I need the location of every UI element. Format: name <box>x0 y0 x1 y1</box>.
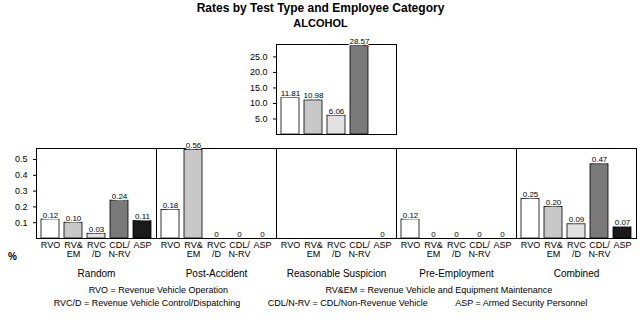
svg-text:Post-Accident: Post-Accident <box>186 268 248 279</box>
svg-text:RVO: RVO <box>161 240 180 250</box>
svg-text:0.47: 0.47 <box>592 155 608 164</box>
svg-text:ASP: ASP <box>613 240 631 250</box>
svg-text:RV&EM: RV&EM <box>544 240 562 259</box>
svg-text:0: 0 <box>237 230 242 239</box>
svg-text:RVO: RVO <box>401 240 420 250</box>
svg-text:RVC/D: RVC/D <box>327 240 346 259</box>
svg-text:15.0: 15.0 <box>250 83 268 93</box>
svg-text:Pre-Employment: Pre-Employment <box>419 268 494 279</box>
svg-text:0: 0 <box>380 230 385 239</box>
html-text:RV&EM = Revenue Vehicle and Eq: RV&EM = Revenue Vehicle and Equipment Ma… <box>325 285 553 295</box>
svg-text:28.57: 28.57 <box>349 37 370 46</box>
svg-text:RVC/D: RVC/D <box>447 240 466 259</box>
html-text:ASP = Armed Security Personnel: ASP = Armed Security Personnel <box>455 298 588 308</box>
svg-text:RVO: RVO <box>521 240 540 250</box>
svg-text:0.20: 0.20 <box>546 198 562 207</box>
svg-text:0.03: 0.03 <box>89 225 105 234</box>
svg-text:6.06: 6.06 <box>329 107 345 116</box>
html-text:CDL/N-RV = CDL/Non-Revenue Veh: CDL/N-RV = CDL/Non-Revenue Vehicle <box>267 298 428 308</box>
svg-text:0: 0 <box>500 230 505 239</box>
svg-text:0.10: 0.10 <box>66 214 82 223</box>
svg-text:RV&EM: RV&EM <box>424 240 442 259</box>
svg-text:RV&EM: RV&EM <box>304 240 322 259</box>
svg-text:0.18: 0.18 <box>163 201 179 210</box>
html-text:RVO = Revenue Vehicle Operatio: RVO = Revenue Vehicle Operation <box>88 285 228 295</box>
svg-text:0: 0 <box>260 230 265 239</box>
svg-text:ASP: ASP <box>253 240 271 250</box>
svg-text:ASP: ASP <box>373 240 391 250</box>
svg-text:0: 0 <box>477 230 482 239</box>
svg-text:ASP: ASP <box>493 240 511 250</box>
svg-text:RV&EM: RV&EM <box>184 240 202 259</box>
svg-text:10.0: 10.0 <box>250 98 268 108</box>
svg-text:RVO: RVO <box>281 240 300 250</box>
html-text:ALCOHOL: ALCOHOL <box>293 17 348 29</box>
svg-text:CDL/N-RV: CDL/N-RV <box>349 240 371 259</box>
svg-text:10.98: 10.98 <box>303 91 324 100</box>
svg-text:0.24: 0.24 <box>112 192 128 201</box>
svg-text:0.11: 0.11 <box>135 212 151 221</box>
svg-text:Combined: Combined <box>554 268 600 279</box>
svg-text:0.07: 0.07 <box>615 218 631 227</box>
svg-text:0.2: 0.2 <box>15 202 28 212</box>
svg-text:0: 0 <box>431 230 436 239</box>
svg-text:0: 0 <box>454 230 459 239</box>
svg-text:25.0: 25.0 <box>250 52 268 62</box>
svg-text:0: 0 <box>214 230 219 239</box>
svg-text:ASP: ASP <box>133 240 151 250</box>
svg-text:Random: Random <box>78 268 116 279</box>
svg-text:CDL/N-RV: CDL/N-RV <box>229 240 251 259</box>
svg-text:CDL/N-RV: CDL/N-RV <box>589 240 611 259</box>
svg-text:11.81: 11.81 <box>281 89 301 98</box>
svg-text:0.1: 0.1 <box>15 218 28 228</box>
html-text:RVC/D = Revenue Vehicle Contro: RVC/D = Revenue Vehicle Control/Dispatch… <box>53 298 241 308</box>
svg-text:CDL/N-RV: CDL/N-RV <box>469 240 491 259</box>
html-text:Rates by Test Type and Employe: Rates by Test Type and Employee Category <box>196 1 445 15</box>
svg-text:RVO: RVO <box>41 240 60 250</box>
svg-text:0.25: 0.25 <box>523 190 539 199</box>
svg-text:0.4: 0.4 <box>15 170 28 180</box>
svg-text:RV&EM: RV&EM <box>64 240 82 259</box>
svg-text:RVC/D: RVC/D <box>87 240 106 259</box>
svg-text:0.12: 0.12 <box>43 211 59 220</box>
svg-text:20.0: 20.0 <box>250 67 268 77</box>
svg-text:5.0: 5.0 <box>255 114 268 124</box>
svg-text:RVC/D: RVC/D <box>567 240 586 259</box>
svg-text:0.09: 0.09 <box>569 215 585 224</box>
svg-text:0.5: 0.5 <box>15 154 28 164</box>
svg-text:0.3: 0.3 <box>15 186 28 196</box>
svg-text:CDL/N-RV: CDL/N-RV <box>109 240 131 259</box>
svg-text:0.12: 0.12 <box>403 211 419 220</box>
svg-text:Reasonable Suspicion: Reasonable Suspicion <box>287 268 387 279</box>
svg-text:RVC/D: RVC/D <box>207 240 226 259</box>
svg-text:0.56: 0.56 <box>186 141 202 150</box>
